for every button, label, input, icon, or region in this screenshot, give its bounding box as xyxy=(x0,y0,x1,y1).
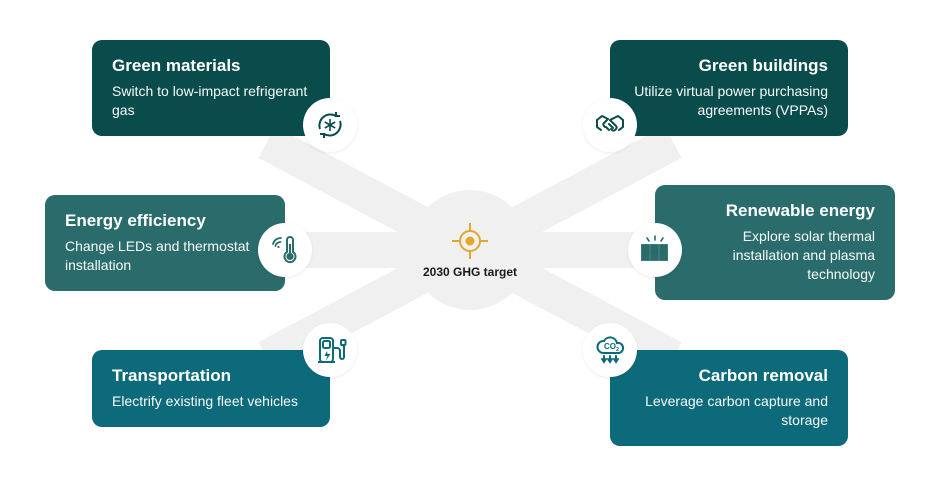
recycle-snowflake-icon xyxy=(312,107,348,143)
card-carbon-removal: Carbon removal Leverage carbon capture a… xyxy=(610,350,848,446)
badge-energy-efficiency xyxy=(258,223,312,277)
solar-panel-icon xyxy=(637,232,673,268)
card-desc: Electrify existing fleet vehicles xyxy=(112,392,310,411)
card-title: Green materials xyxy=(112,56,310,76)
card-title: Carbon removal xyxy=(630,366,828,386)
co2-cloud-icon: CO 2 xyxy=(592,332,628,368)
badge-renewable-energy xyxy=(628,223,682,277)
ev-charger-icon xyxy=(312,332,348,368)
card-renewable-energy: Renewable energy Explore solar thermal i… xyxy=(655,185,895,300)
card-title: Transportation xyxy=(112,366,310,386)
card-energy-efficiency: Energy efficiency Change LEDs and thermo… xyxy=(45,195,285,291)
handshake-icon xyxy=(592,107,628,143)
badge-transportation xyxy=(303,323,357,377)
card-title: Green buildings xyxy=(630,56,828,76)
svg-text:CO: CO xyxy=(604,342,616,351)
card-green-materials: Green materials Switch to low-impact ref… xyxy=(92,40,330,136)
center-label: 2030 GHG target xyxy=(423,265,517,279)
card-desc: Utilize virtual power purchasing agreeme… xyxy=(630,82,828,120)
card-desc: Leverage carbon capture and storage xyxy=(630,392,828,430)
card-green-buildings: Green buildings Utilize virtual power pu… xyxy=(610,40,848,136)
badge-carbon-removal: CO 2 xyxy=(583,323,637,377)
badge-green-buildings xyxy=(583,98,637,152)
card-transportation: Transportation Electrify existing fleet … xyxy=(92,350,330,427)
card-desc: Explore solar thermal installation and p… xyxy=(675,227,875,284)
center-hub: 2030 GHG target xyxy=(410,190,530,310)
target-crosshair-icon xyxy=(450,221,490,261)
card-desc: Change LEDs and thermostat installation xyxy=(65,237,265,275)
card-title: Energy efficiency xyxy=(65,211,265,231)
thermometer-wifi-icon xyxy=(267,232,303,268)
card-title: Renewable energy xyxy=(675,201,875,221)
badge-green-materials xyxy=(303,98,357,152)
svg-text:2: 2 xyxy=(616,347,619,353)
card-desc: Switch to low-impact refrigerant gas xyxy=(112,82,310,120)
